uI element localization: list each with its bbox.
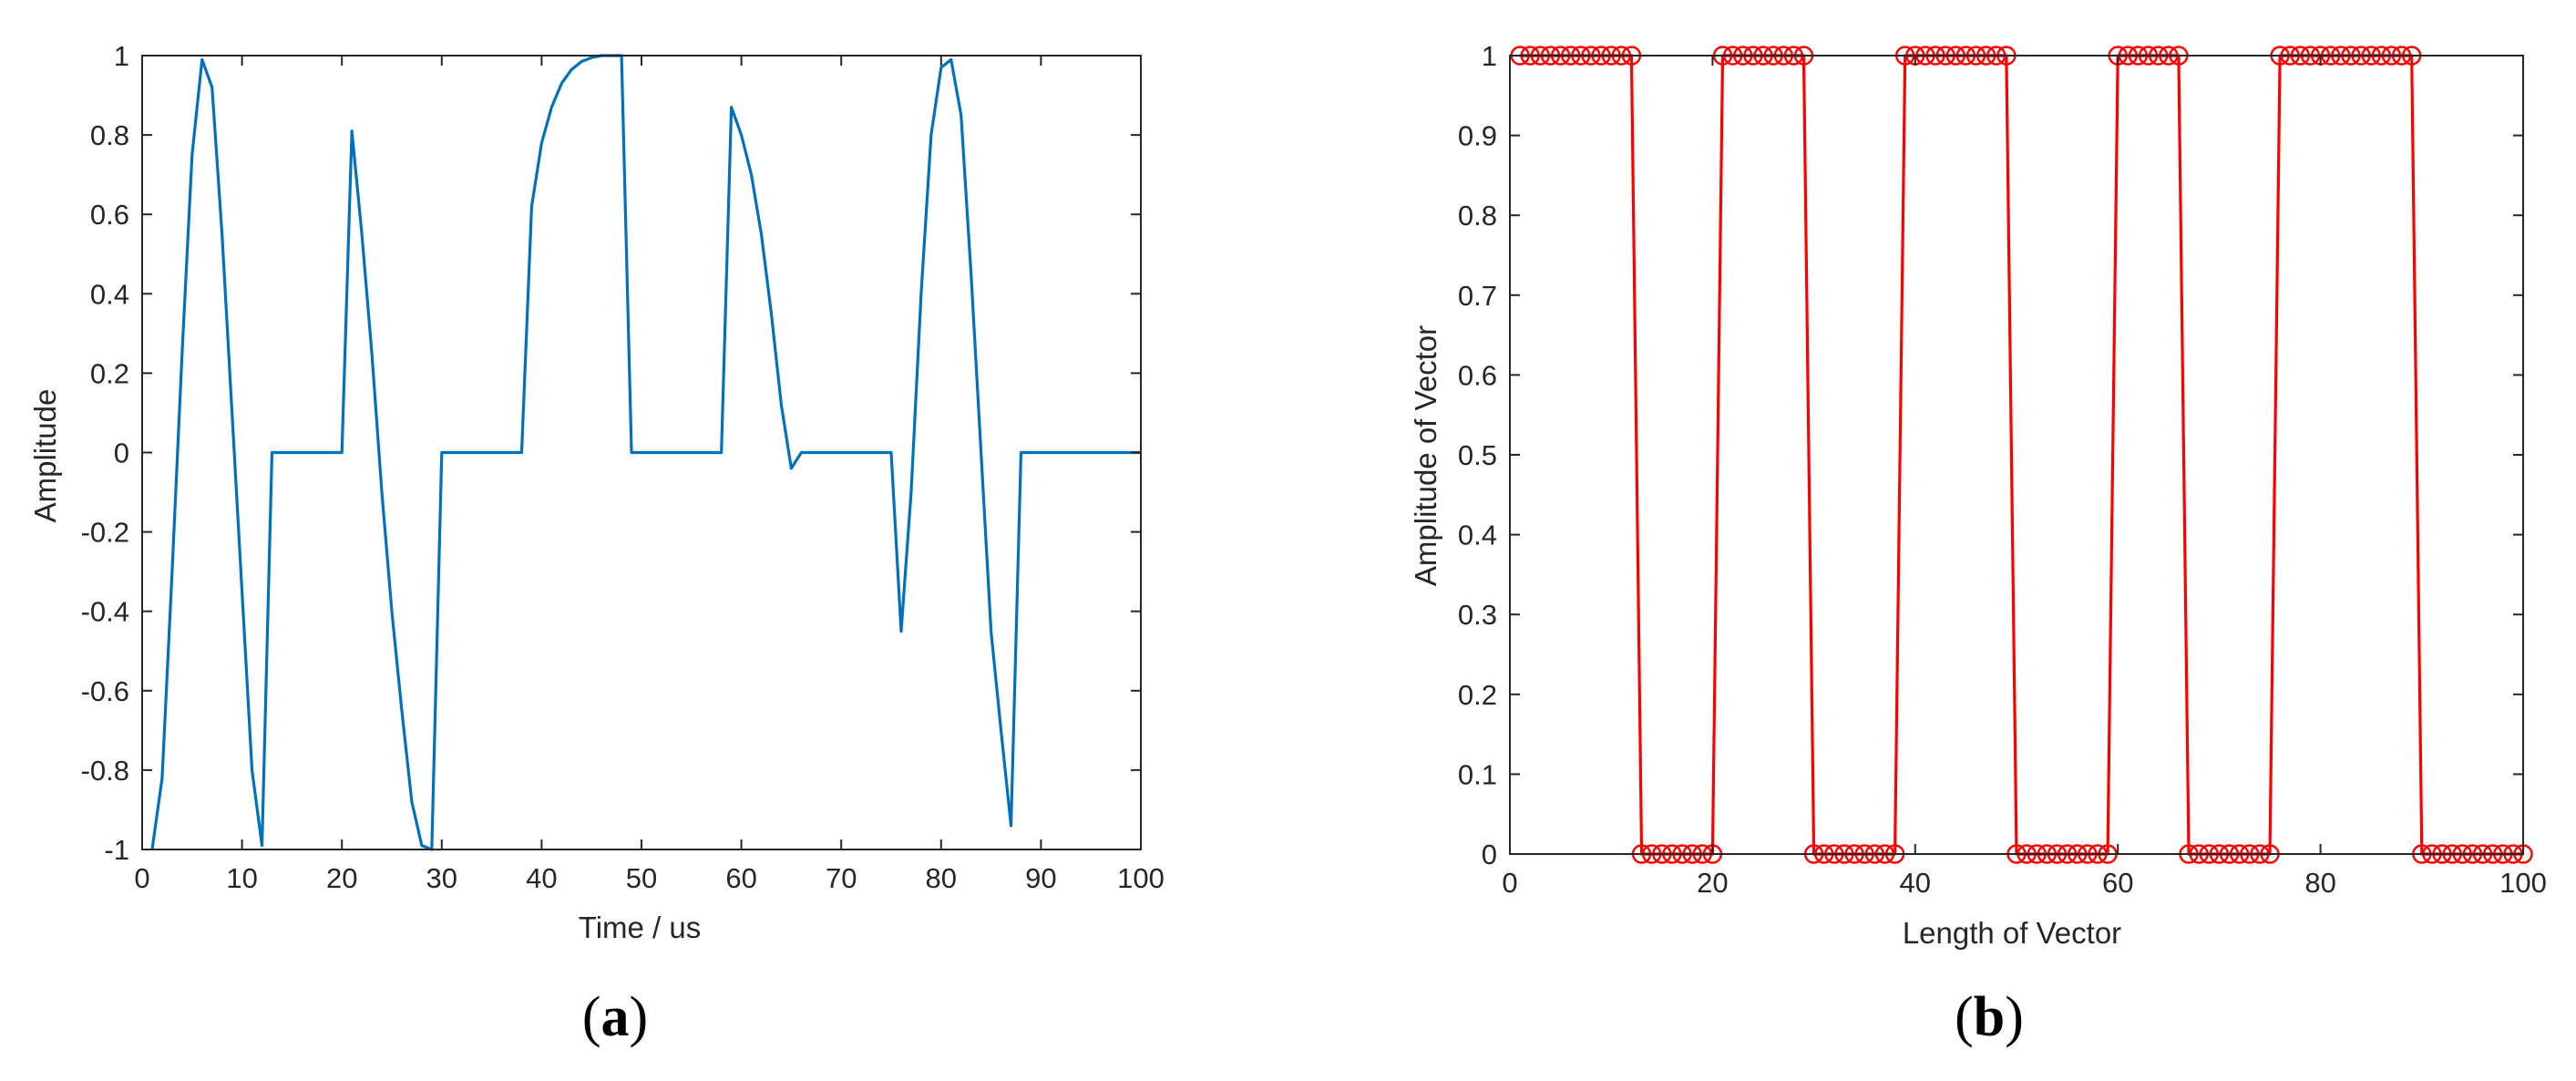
y-tick-label-b: 1 — [1482, 40, 1497, 72]
y-tick-label-b: 0.5 — [1458, 439, 1497, 471]
x-tick-label-b: 40 — [1900, 867, 1931, 899]
y-axis-label-b: Amplitude of Vector — [1409, 325, 1442, 586]
y-tick-label-b: 0.4 — [1458, 520, 1497, 551]
y-tick-label-b: 0.2 — [1458, 679, 1497, 711]
x-tick-label-a: 40 — [526, 862, 557, 894]
panel-label-a-letter: a — [601, 986, 630, 1048]
y-axis-label-a: Amplitude — [28, 389, 62, 523]
y-tick-label-a: 0.6 — [90, 199, 129, 231]
x-tick-label-a: 10 — [226, 862, 257, 894]
chart-panel-b: 0 20 40 60 80 100 0 0.1 0.2 0.3 0.4 0.5 0.6 0.7 0.8 0.9… — [1409, 40, 2547, 1048]
x-tick-label-a: 90 — [1025, 862, 1056, 894]
y-tick-label-a: -0.6 — [81, 675, 129, 707]
plot-background-b — [1510, 56, 2523, 854]
y-tick-label-a: 1 — [114, 40, 129, 72]
y-tick-label-b: 0.1 — [1458, 758, 1497, 790]
panel-label-a: (a) — [582, 986, 648, 1048]
y-tick-label-b: 0 — [1482, 839, 1497, 870]
series-layer-a — [150, 54, 1141, 851]
y-tick-label-b: 0.8 — [1458, 200, 1497, 232]
panel-label-b: (b) — [1955, 986, 2024, 1048]
axes-box-b — [1509, 55, 2524, 855]
axis-layer-b: 0 20 40 60 80 100 0 0.1 0.2 0.3 0.4 0.5 0.6 0.7 0.8 0.9… — [1458, 40, 2547, 899]
axes-box-a — [141, 55, 1142, 850]
x-axis-label-b: Length of Vector — [1903, 916, 2121, 950]
y-tick-label-a: 0.2 — [90, 357, 129, 389]
y-tick-label-b: 0.6 — [1458, 359, 1497, 391]
x-tick-label-b: 20 — [1697, 867, 1728, 899]
axis-layer-a: 0 10 20 30 40 50 60 70 80 90 100-1-0.8-0.6-0.4-0.2… — [81, 40, 1165, 894]
y-tick-label-a: 0.8 — [90, 119, 129, 151]
x-tick-label-a: 50 — [626, 862, 657, 894]
y-tick-label-a: -0.8 — [81, 755, 129, 787]
y-tick-label-b: 0.7 — [1458, 280, 1497, 312]
x-tick-label-b: 60 — [2102, 867, 2133, 899]
plot-area-b — [1510, 56, 2523, 854]
x-tick-label-a: 60 — [725, 862, 756, 894]
y-tick-label-a: 0.4 — [90, 278, 129, 310]
y-tick-label-b: 0.9 — [1458, 120, 1497, 152]
x-tick-label-b: 100 — [2499, 867, 2547, 899]
x-tick-label-a: 70 — [826, 862, 857, 894]
x-tick-label-a: 80 — [926, 862, 957, 894]
series-line-a-0 — [150, 54, 1141, 851]
y-tick-label-a: -0.4 — [81, 596, 129, 628]
x-tick-label-b: 80 — [2304, 867, 2335, 899]
chart-panel-a: 0 10 20 30 40 50 60 70 80 90 100-1-0.8-0.6-0.4-0.2… — [28, 40, 1165, 1048]
x-tick-label-a: 20 — [326, 862, 357, 894]
x-axis-label-a: Time / us — [579, 911, 701, 944]
y-tick-label-b: 0.3 — [1458, 599, 1497, 631]
x-tick-label-a: 100 — [1117, 862, 1165, 894]
x-tick-label-b: 0 — [1502, 867, 1517, 899]
y-tick-label-a: 0 — [114, 438, 129, 469]
panel-label-b-letter: b — [1974, 986, 2005, 1048]
y-tick-label-a: -1 — [104, 834, 129, 866]
y-tick-label-a: -0.2 — [81, 517, 129, 549]
x-tick-label-a: 0 — [134, 862, 149, 894]
x-tick-label-a: 30 — [426, 862, 457, 894]
